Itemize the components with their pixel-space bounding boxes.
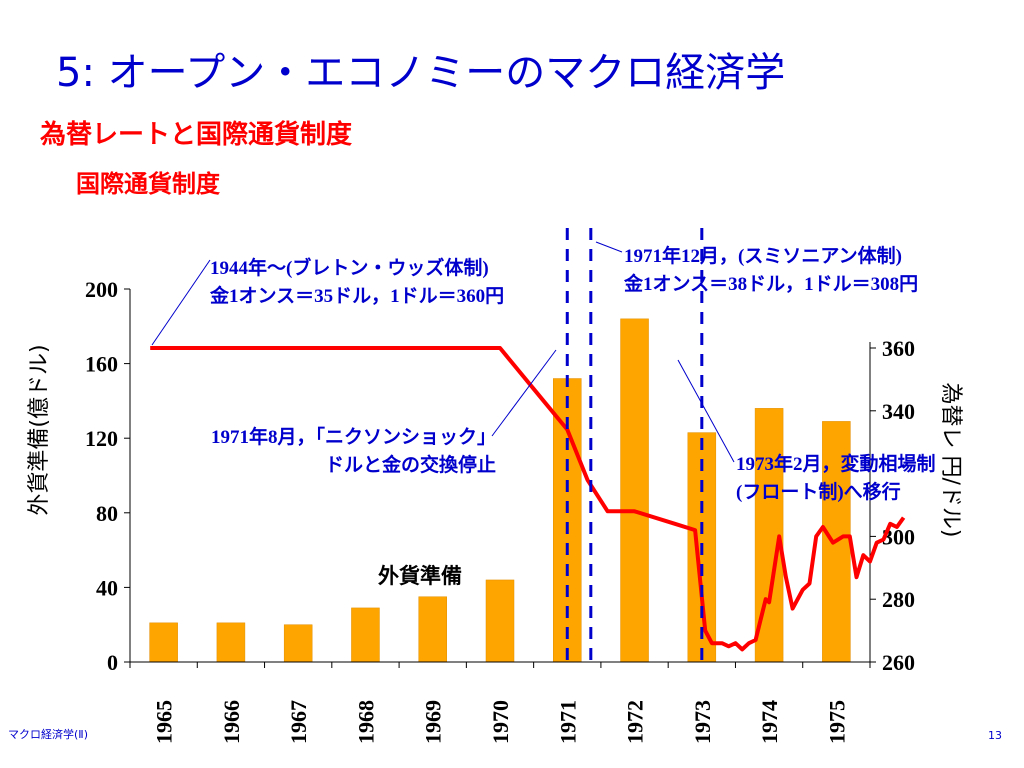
x-tick-label: 1971	[555, 700, 580, 744]
x-tick-label: 1965	[152, 700, 177, 744]
x-tick-label: 1973	[690, 700, 715, 744]
annotation-bretton-line1: 1944年～(ブレトン・ウッズ体制)	[210, 256, 489, 279]
left-axis-title: 外貨準備(億ドル)	[27, 344, 52, 515]
bar-1969	[418, 596, 447, 663]
annotation-leader-bretton	[151, 259, 211, 346]
annotation-smithsonian-line2: 金1オンス＝38ドル，1ドル＝308円	[623, 272, 918, 295]
annotation-nixon-line1: 1971年8月，「ニクソンショック」	[211, 425, 496, 448]
bar-1970	[485, 579, 515, 663]
left-tick-label: 40	[96, 575, 118, 600]
bar-1967	[283, 624, 313, 663]
right-tick-label: 340	[882, 399, 915, 424]
x-tick-label: 1972	[623, 700, 648, 744]
left-tick-label: 160	[85, 352, 118, 377]
x-tick-label: 1967	[286, 700, 311, 744]
right-tick-label: 360	[882, 336, 915, 361]
section-subheading: 国際通貨制度	[76, 170, 220, 198]
bar-1965	[149, 622, 178, 663]
right-tick-label: 280	[882, 587, 915, 612]
bar-1972	[620, 318, 649, 663]
annotation-leader-smithsonian	[595, 241, 623, 253]
section-heading: 為替レートと国際通貨制度	[40, 120, 353, 150]
right-tick-label: 260	[882, 650, 915, 675]
right-axis-title: 為替レ 円/ドル)	[938, 383, 963, 538]
annotation-float-line2: (フロート制)へ移行	[736, 480, 901, 503]
slide-title: 5: オープン・エコノミーのマクロ経済学	[56, 50, 786, 96]
x-tick-label: 1974	[757, 700, 782, 744]
x-tick-label: 1969	[421, 700, 446, 744]
left-tick-label: 200	[85, 277, 118, 302]
series-label-reserves: 外貨準備	[378, 564, 462, 588]
annotation-leader-nixon	[491, 349, 557, 437]
page-number: 13	[988, 729, 1002, 742]
annotation-leader-float	[677, 359, 735, 463]
annotation-bretton-line2: 金1オンス＝35ドル，1ドル＝360円	[209, 284, 504, 307]
footer-course-title: マクロ経済学(Ⅱ)	[8, 728, 88, 741]
left-tick-label: 120	[85, 426, 118, 451]
x-tick-label: 1970	[488, 700, 513, 744]
x-tick-label: 1966	[219, 700, 244, 744]
annotation-smithsonian-line1: 1971年12月，(スミソニアン体制)	[624, 244, 902, 267]
bar-1968	[351, 607, 380, 663]
annotation-float-line1: 1973年2月，変動相場制	[736, 452, 936, 475]
x-tick-label: 1968	[353, 700, 378, 744]
x-tick-label: 1975	[824, 700, 849, 744]
bar-1966	[216, 622, 246, 663]
exchange-rate-line	[150, 346, 906, 652]
left-tick-label: 80	[96, 501, 118, 526]
left-tick-label: 0	[107, 650, 118, 675]
annotation-nixon-line2: ドルと金の交換停止	[325, 453, 496, 476]
